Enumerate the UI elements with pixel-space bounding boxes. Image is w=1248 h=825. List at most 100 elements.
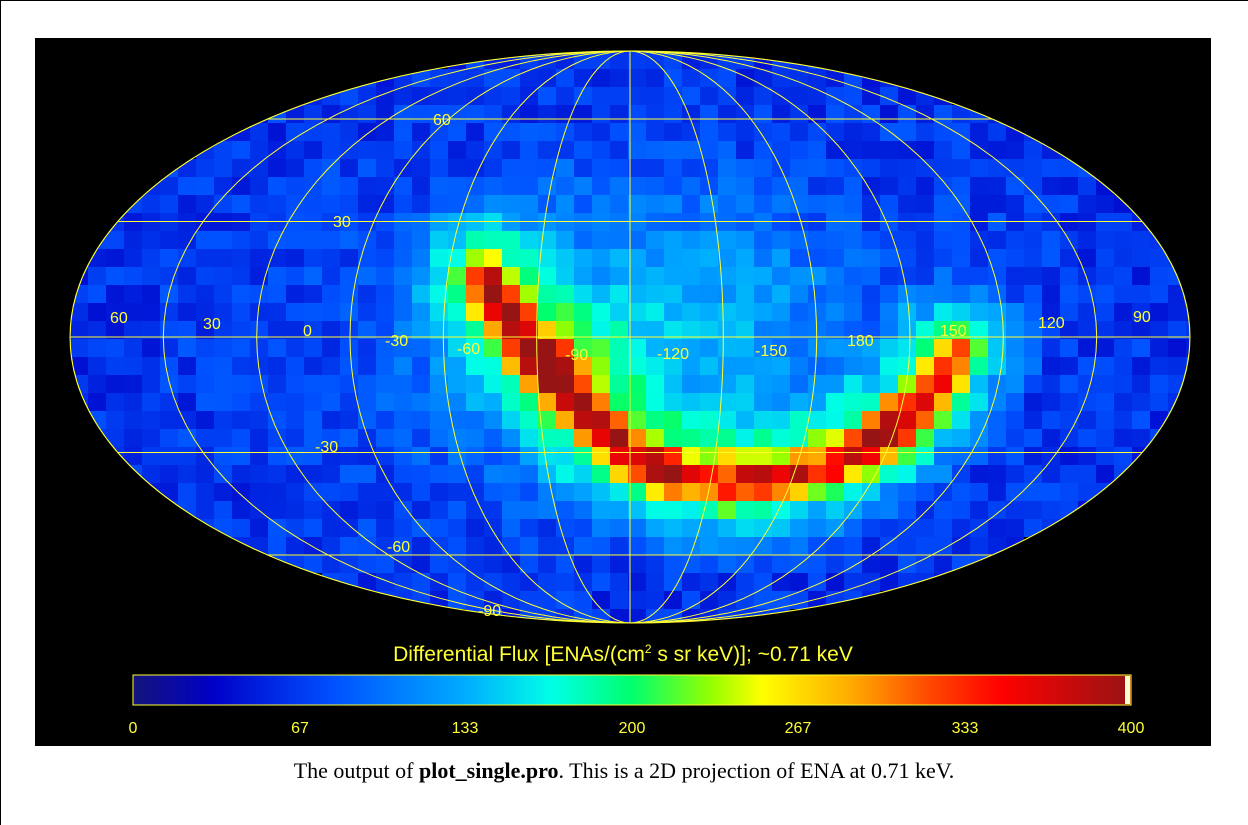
- flux-cell: [250, 285, 268, 303]
- flux-cell: [970, 321, 988, 339]
- flux-cell: [934, 195, 952, 213]
- flux-cell: [826, 465, 844, 483]
- flux-cell: [340, 177, 358, 195]
- flux-cell: [1096, 393, 1114, 411]
- flux-cell: [718, 141, 736, 159]
- flux-cell: [988, 447, 1006, 465]
- flux-cell: [610, 375, 628, 393]
- flux-cell: [286, 393, 304, 411]
- flux-cell: [1024, 411, 1042, 429]
- flux-cell: [286, 411, 304, 429]
- flux-cell: [610, 177, 628, 195]
- flux-cell: [1042, 411, 1060, 429]
- lat-label: -60: [387, 539, 410, 556]
- flux-cell: [988, 213, 1006, 231]
- flux-cell: [754, 393, 772, 411]
- flux-cell: [1150, 375, 1168, 393]
- flux-cell: [178, 465, 196, 483]
- flux-cell: [952, 123, 970, 141]
- flux-cell: [1132, 429, 1150, 447]
- frame-top-border: [0, 0, 1248, 1]
- flux-cell: [286, 303, 304, 321]
- flux-cell: [772, 573, 790, 591]
- flux-cell: [1060, 339, 1078, 357]
- flux-cell: [268, 411, 286, 429]
- flux-cell: [772, 303, 790, 321]
- flux-cell: [484, 375, 502, 393]
- flux-cell: [466, 123, 484, 141]
- flux-cell: [124, 213, 142, 231]
- flux-cell: [70, 375, 88, 393]
- flux-cell: [556, 321, 574, 339]
- flux-cell: [520, 447, 538, 465]
- flux-cell: [448, 303, 466, 321]
- flux-cell: [304, 159, 322, 177]
- flux-cell: [736, 519, 754, 537]
- flux-cell: [250, 483, 268, 501]
- flux-cell: [754, 303, 772, 321]
- flux-cell: [1006, 177, 1024, 195]
- flux-cell: [412, 429, 430, 447]
- flux-cell: [880, 573, 898, 591]
- flux-cell: [502, 231, 520, 249]
- flux-cell: [754, 159, 772, 177]
- flux-cell: [88, 249, 106, 267]
- flux-cell: [250, 231, 268, 249]
- flux-cell: [358, 195, 376, 213]
- colorbar-tick: 200: [618, 720, 646, 737]
- flux-cell: [592, 285, 610, 303]
- flux-cell: [322, 375, 340, 393]
- colorbar-tick: 400: [1117, 720, 1145, 737]
- flux-cell: [358, 465, 376, 483]
- flux-cell: [934, 465, 952, 483]
- flux-cell: [232, 123, 250, 141]
- flux-cell: [718, 519, 736, 537]
- flux-cell: [880, 231, 898, 249]
- flux-cell: [934, 267, 952, 285]
- flux-cell: [430, 141, 448, 159]
- flux-cell: [862, 411, 880, 429]
- flux-cell: [682, 285, 700, 303]
- flux-cell: [574, 267, 592, 285]
- flux-cell: [952, 519, 970, 537]
- flux-cell: [484, 447, 502, 465]
- flux-cell: [556, 447, 574, 465]
- flux-cell: [520, 465, 538, 483]
- flux-cell: [412, 483, 430, 501]
- flux-cell: [718, 195, 736, 213]
- flux-cell: [502, 519, 520, 537]
- flux-cell: [880, 123, 898, 141]
- flux-cell: [1132, 321, 1150, 339]
- flux-cell: [232, 429, 250, 447]
- flux-cell: [646, 105, 664, 123]
- flux-cell: [322, 249, 340, 267]
- flux-cell: [574, 303, 592, 321]
- flux-cell: [736, 69, 754, 87]
- flux-cell: [988, 141, 1006, 159]
- flux-cell: [916, 411, 934, 429]
- flux-cell: [970, 447, 988, 465]
- flux-cell: [250, 303, 268, 321]
- flux-cell: [268, 123, 286, 141]
- sky-map: 60 30 -30 -60 -90 60 30 0 -30 -60 -90 -1…: [69, 50, 1191, 706]
- flux-cell: [952, 195, 970, 213]
- flux-cell: [1096, 267, 1114, 285]
- flux-cell: [664, 177, 682, 195]
- flux-cell: [160, 411, 178, 429]
- flux-cell: [304, 213, 322, 231]
- flux-cell: [772, 555, 790, 573]
- flux-cell: [826, 159, 844, 177]
- flux-cell: [178, 231, 196, 249]
- flux-cell: [88, 321, 106, 339]
- flux-cell: [1150, 303, 1168, 321]
- flux-cell: [934, 231, 952, 249]
- flux-cell: [502, 501, 520, 519]
- flux-cell: [358, 267, 376, 285]
- flux-cell: [592, 501, 610, 519]
- flux-cell: [556, 213, 574, 231]
- flux-cell: [1132, 267, 1150, 285]
- flux-cell: [412, 393, 430, 411]
- colorbar-title-prefix: Differential Flux [ENAs/(cm: [393, 643, 645, 666]
- flux-cell: [790, 357, 808, 375]
- flux-cell: [232, 321, 250, 339]
